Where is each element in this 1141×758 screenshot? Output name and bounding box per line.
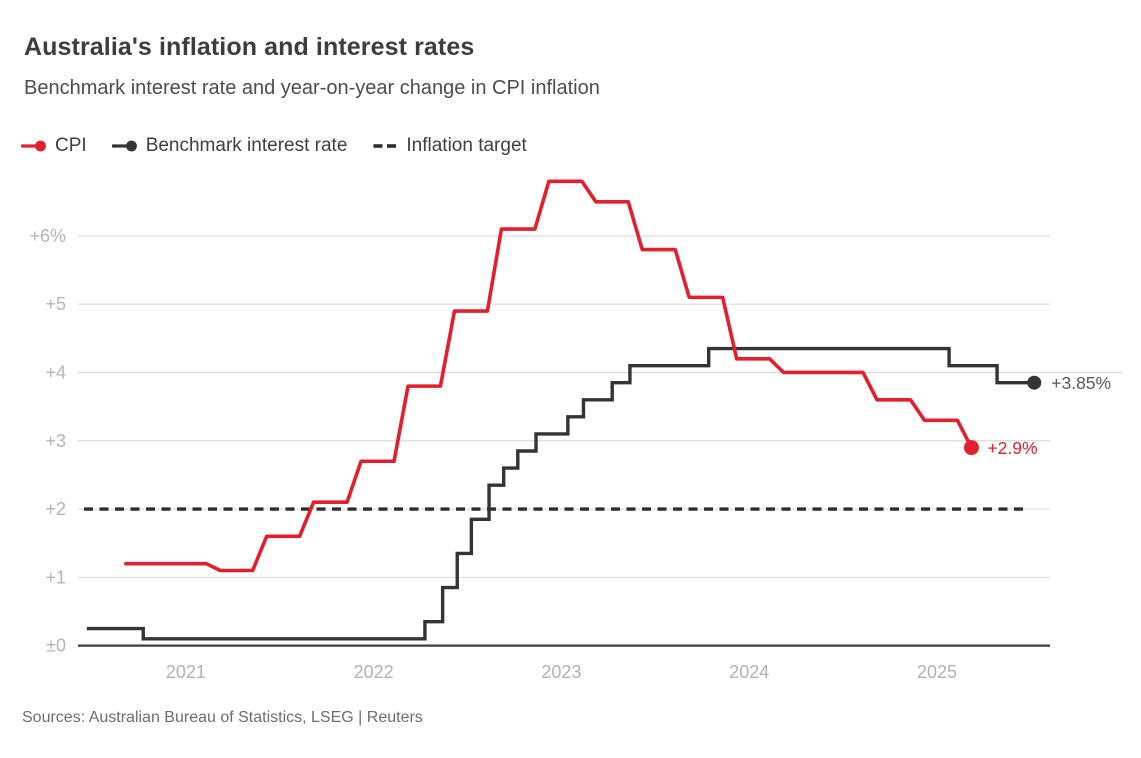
legend: CPI Benchmark interest rate Inflation ta… <box>21 135 527 157</box>
y-tick-label: +6% <box>29 226 66 246</box>
legend-label-cpi: CPI <box>55 135 87 156</box>
legend-label-inflation-target: Inflation target <box>406 135 527 156</box>
legend-item-benchmark-rate: Benchmark interest rate <box>111 135 348 157</box>
benchmark-rate-line <box>86 346 1035 641</box>
legend-item-cpi: CPI <box>21 135 87 157</box>
chart-subtitle: Benchmark interest rate and year-on-year… <box>24 77 600 99</box>
legend-item-inflation-target: Inflation target <box>372 135 527 157</box>
benchmark-line-dot-icon <box>111 140 137 152</box>
sources-attribution: Sources: Australian Bureau of Statistics… <box>22 709 423 726</box>
y-tick-label: +1 <box>45 567 66 587</box>
benchmark-end-label: +3.85% <box>1051 373 1111 393</box>
y-tick-label: +4 <box>45 362 66 382</box>
y-tick-label: +5 <box>45 294 66 314</box>
y-tick-label: +3 <box>45 431 66 451</box>
cpi-line <box>124 179 974 573</box>
x-tick-label: 2021 <box>166 662 206 682</box>
x-tick-label: 2023 <box>541 662 581 682</box>
benchmark-end-dot <box>1027 375 1042 390</box>
inflation-target-dashes-icon <box>373 144 397 148</box>
x-tick-label: 2024 <box>729 662 769 682</box>
cpi-end-label: +2.9% <box>987 438 1037 458</box>
cpi-end-dot <box>963 440 979 456</box>
cpi-line-dot-icon <box>21 140 46 152</box>
x-tick-label: 2025 <box>917 662 957 682</box>
legend-label-benchmark-rate: Benchmark interest rate <box>145 135 348 156</box>
y-tick-label: ±0 <box>46 636 66 656</box>
x-tick-label: 2022 <box>354 662 394 682</box>
y-tick-label: +2 <box>45 499 66 519</box>
chart-title: Australia's inflation and interest rates <box>24 33 475 61</box>
